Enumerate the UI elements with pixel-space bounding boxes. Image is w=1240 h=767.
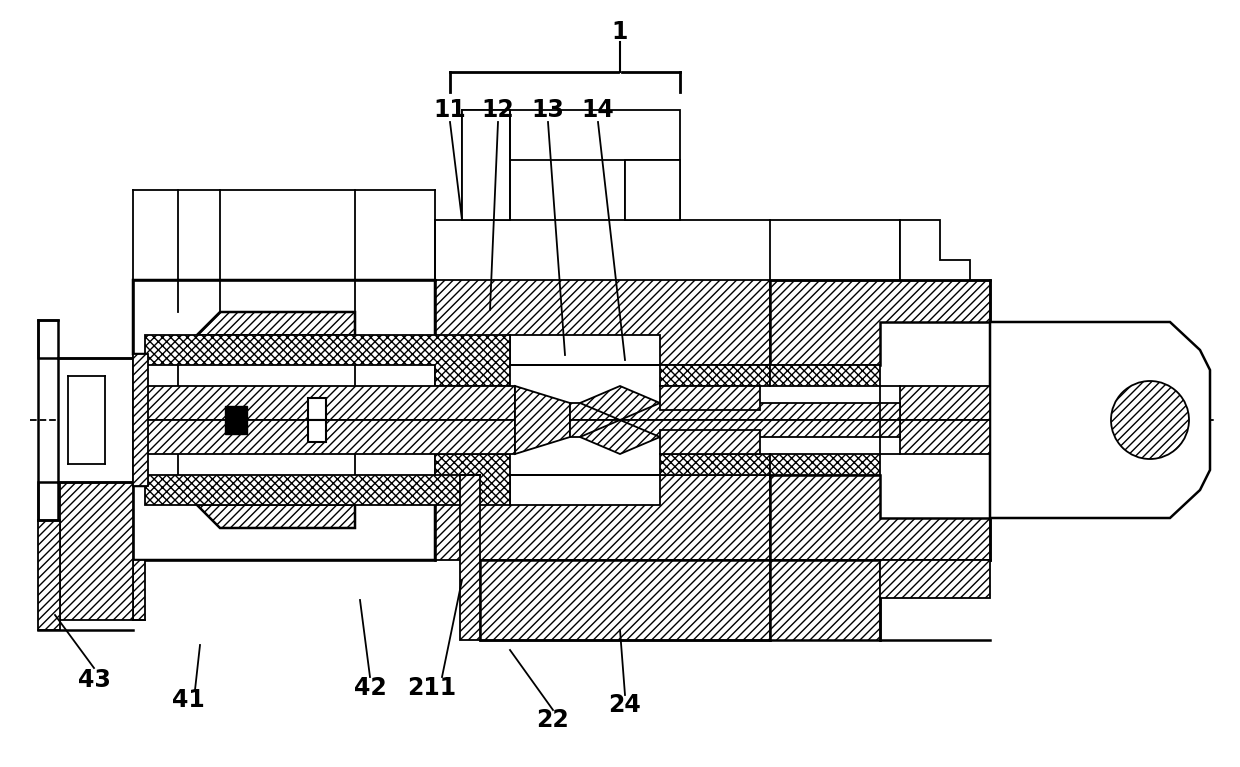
Polygon shape [38,320,58,358]
Polygon shape [38,520,60,630]
Polygon shape [770,475,990,560]
Polygon shape [580,386,660,420]
Polygon shape [880,560,990,598]
Text: 42: 42 [353,676,387,700]
Text: 14: 14 [582,98,614,122]
Polygon shape [515,386,570,454]
Polygon shape [510,110,680,160]
Polygon shape [770,280,990,365]
Polygon shape [770,454,880,475]
Polygon shape [463,110,510,220]
Polygon shape [145,475,770,560]
Text: 1: 1 [611,20,629,44]
Text: 22: 22 [537,708,569,732]
Polygon shape [770,560,880,640]
Bar [145,386,515,420]
Text: 12: 12 [481,98,515,122]
Bar [224,420,247,434]
Bar [570,403,900,420]
Polygon shape [38,482,58,520]
Polygon shape [133,354,148,486]
Bar [900,420,990,454]
Polygon shape [133,486,435,560]
Polygon shape [145,280,770,365]
Polygon shape [60,482,133,620]
Text: 43: 43 [78,668,110,692]
Polygon shape [625,160,680,220]
Polygon shape [770,365,880,386]
Bar [58,358,133,482]
Text: 24: 24 [609,693,641,717]
Text: 211: 211 [408,676,456,700]
Polygon shape [145,454,770,505]
Polygon shape [145,335,770,386]
Text: 41: 41 [171,688,205,712]
Polygon shape [133,280,435,354]
Bar [308,398,326,420]
Polygon shape [990,322,1210,518]
Polygon shape [580,420,660,454]
Bar [900,386,990,420]
Polygon shape [460,475,480,640]
Text: 11: 11 [434,98,466,122]
Polygon shape [133,560,145,620]
Polygon shape [660,430,760,454]
Bar [224,406,247,420]
Bar [308,420,326,442]
Bar [570,420,900,437]
Text: 13: 13 [532,98,564,122]
Polygon shape [900,220,970,280]
Polygon shape [660,386,760,410]
Ellipse shape [1111,381,1189,459]
Bar [145,420,515,454]
Polygon shape [480,560,770,640]
